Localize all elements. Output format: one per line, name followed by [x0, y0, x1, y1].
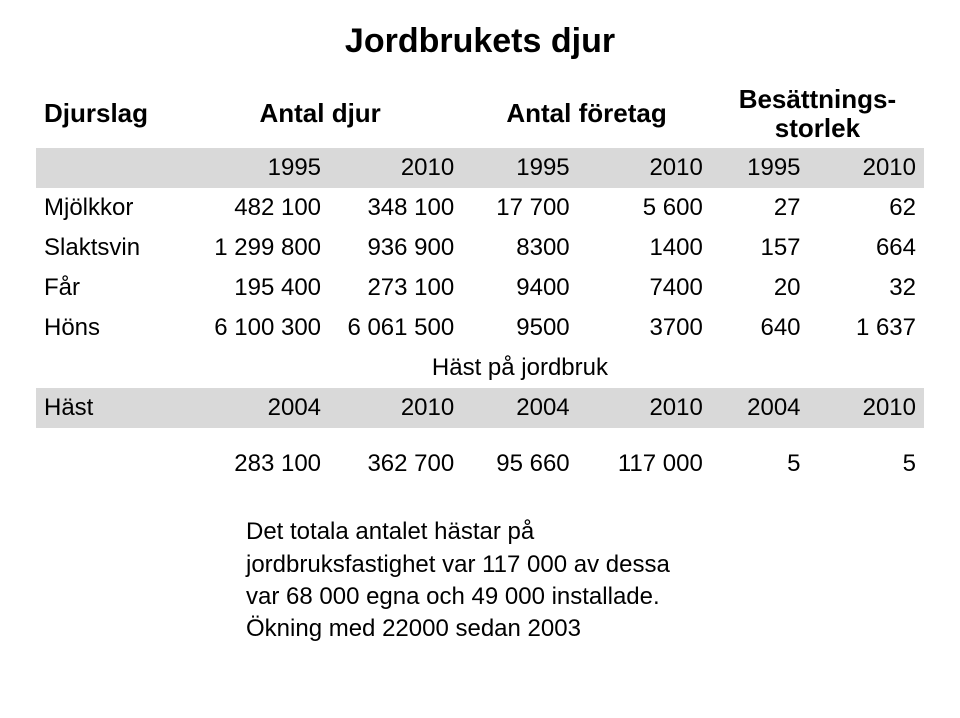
year-row: 1995 2010 1995 2010 1995 2010: [36, 148, 924, 188]
header-antal-foretag: Antal företag: [462, 79, 711, 148]
cell-f1: 17 700: [462, 188, 577, 228]
hast-a2: 2010: [329, 388, 462, 428]
cell-label: Slaktsvin: [36, 228, 178, 268]
cell-f2: 5 600: [578, 188, 711, 228]
header-antal-djur: Antal djur: [178, 79, 462, 148]
hast-midlabel: Häst på jordbruk: [329, 348, 711, 388]
hast-midlabel-row: Häst på jordbruk: [36, 348, 924, 388]
table-row: Mjölkkor482 100348 10017 7005 6002762: [36, 188, 924, 228]
cell-a2: 273 100: [329, 268, 462, 308]
cell-a1: 195 400: [178, 268, 329, 308]
cell-a2: 936 900: [329, 228, 462, 268]
cell-a2: 6 061 500: [329, 308, 462, 348]
summary-row: 283 100 362 700 95 660 117 000 5 5: [36, 428, 924, 488]
hast-b1: 2004: [711, 388, 809, 428]
header-djurslag: Djurslag: [36, 79, 178, 148]
summary-label: [36, 428, 178, 488]
summary-a1: 283 100: [178, 428, 329, 488]
cell-b1: 20: [711, 268, 809, 308]
hast-f1: 2004: [462, 388, 577, 428]
summary-a2: 362 700: [329, 428, 462, 488]
hast-b2: 2010: [809, 388, 924, 428]
hast-year-row: Häst 2004 2010 2004 2010 2004 2010: [36, 388, 924, 428]
cell-a1: 6 100 300: [178, 308, 329, 348]
footnote-line: Det totala antalet hästar på: [246, 516, 786, 548]
year-a1: 1995: [178, 148, 329, 188]
footnote-line: jordbruksfastighet var 117 000 av dessa: [246, 549, 786, 581]
data-table: Djurslag Antal djur Antal företag Besätt…: [36, 79, 924, 488]
cell-b2: 62: [809, 188, 924, 228]
cell-b1: 157: [711, 228, 809, 268]
cell-f2: 3700: [578, 308, 711, 348]
table-row: Får195 400273 100940074002032: [36, 268, 924, 308]
footnote-line: Ökning med 22000 sedan 2003: [246, 613, 786, 645]
header-besattning: Besättnings-storlek: [711, 79, 924, 148]
summary-b2: 5: [809, 428, 924, 488]
hast-label: Häst: [36, 388, 178, 428]
footnote: Det totala antalet hästar påjordbruksfas…: [246, 516, 786, 646]
year-b2: 2010: [809, 148, 924, 188]
page-title: Jordbrukets djur: [36, 22, 924, 61]
summary-f1: 95 660: [462, 428, 577, 488]
summary-b1: 5: [711, 428, 809, 488]
footnote-line: var 68 000 egna och 49 000 installade.: [246, 581, 786, 613]
year-a2: 2010: [329, 148, 462, 188]
cell-b2: 664: [809, 228, 924, 268]
cell-f1: 9400: [462, 268, 577, 308]
cell-a1: 482 100: [178, 188, 329, 228]
summary-f2: 117 000: [578, 428, 711, 488]
cell-b2: 32: [809, 268, 924, 308]
header-besattning-line: Besättnings-: [739, 84, 896, 114]
table-header-row: Djurslag Antal djur Antal företag Besätt…: [36, 79, 924, 148]
cell-b1: 640: [711, 308, 809, 348]
cell-b2: 1 637: [809, 308, 924, 348]
cell-f1: 9500: [462, 308, 577, 348]
cell-f2: 1400: [578, 228, 711, 268]
table-row: Höns6 100 3006 061 500950037006401 637: [36, 308, 924, 348]
cell-f2: 7400: [578, 268, 711, 308]
cell-b1: 27: [711, 188, 809, 228]
cell-f1: 8300: [462, 228, 577, 268]
year-f1: 1995: [462, 148, 577, 188]
hast-a1: 2004: [178, 388, 329, 428]
table-row: Slaktsvin1 299 800936 90083001400157664: [36, 228, 924, 268]
year-b1: 1995: [711, 148, 809, 188]
year-f2: 2010: [578, 148, 711, 188]
header-besattning-line: storlek: [775, 113, 860, 143]
cell-a2: 348 100: [329, 188, 462, 228]
cell-a1: 1 299 800: [178, 228, 329, 268]
cell-label: Höns: [36, 308, 178, 348]
hast-f2: 2010: [578, 388, 711, 428]
cell-label: Mjölkkor: [36, 188, 178, 228]
cell-label: Får: [36, 268, 178, 308]
